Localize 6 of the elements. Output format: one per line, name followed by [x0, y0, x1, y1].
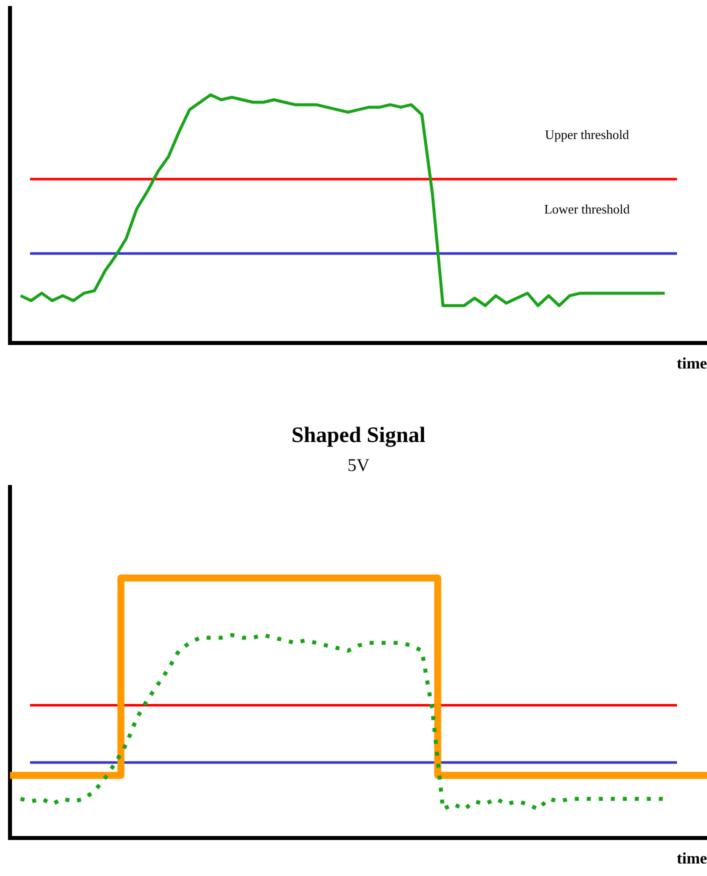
x-axis-title: time — [676, 356, 707, 373]
x-axis-title: time — [676, 850, 707, 868]
text: 5V — [348, 454, 370, 475]
ref-line-label: Upper threshold — [544, 127, 630, 142]
chart-title: Shaped Signal — [292, 422, 426, 447]
ref-line-label: Lower threshold — [544, 202, 630, 217]
